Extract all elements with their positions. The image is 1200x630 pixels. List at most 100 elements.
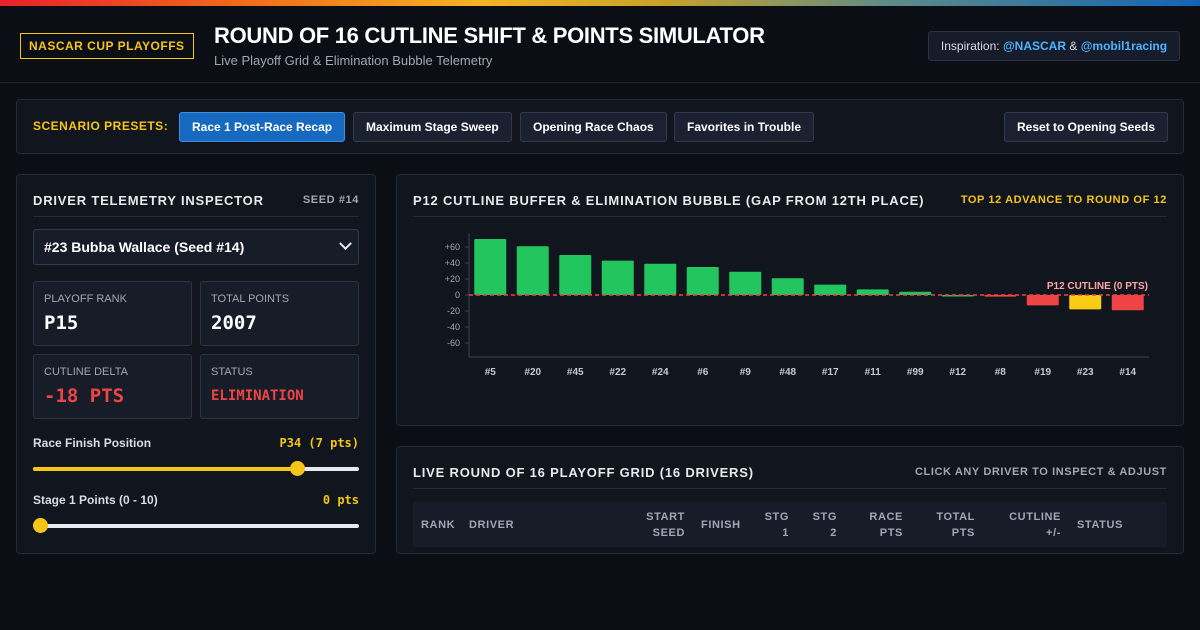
preset-opening-chaos-button[interactable]: Opening Race Chaos <box>520 112 667 142</box>
col-cutline[interactable]: CUTLINE +/- <box>1001 509 1061 541</box>
col-start-seed-line1: START <box>646 511 685 523</box>
chart-panel-title: P12 CUTLINE BUFFER & ELIMINATION BUBBLE … <box>413 193 925 208</box>
bar-car-99[interactable] <box>899 291 932 295</box>
stage1-points-slider[interactable] <box>33 518 359 533</box>
col-stage2-line1: STG <box>812 511 837 523</box>
bar-car-48[interactable] <box>771 278 804 295</box>
bar-car-20[interactable] <box>516 246 549 295</box>
cutline-label: P12 CUTLINE (0 PTS) <box>1047 281 1148 292</box>
stage1-slider-thumb[interactable] <box>33 518 48 533</box>
inspector-title: DRIVER TELEMETRY INSPECTOR <box>33 193 264 208</box>
preset-race1-recap-button[interactable]: Race 1 Post-Race Recap <box>179 112 346 142</box>
col-stage2-line2: 2 <box>830 527 837 539</box>
bar-car-14[interactable] <box>1111 295 1144 311</box>
x-tick-label: #24 <box>652 367 669 378</box>
stage1-points-value: 0 pts <box>322 493 359 507</box>
col-rank[interactable]: RANK <box>421 519 456 531</box>
playoff-rank-card: PLAYOFF RANK P15 <box>33 281 192 346</box>
col-stage1-line1: STG <box>764 511 789 523</box>
cutline-delta-card: CUTLINE DELTA -18 PTS <box>33 354 192 419</box>
playoff-rank-value: P15 <box>44 312 79 334</box>
bar-car-45[interactable] <box>559 255 592 295</box>
col-status[interactable]: STATUS <box>1077 519 1123 531</box>
bar-car-11[interactable] <box>856 289 889 295</box>
finish-slider-thumb[interactable] <box>290 461 306 476</box>
presets-label: SCENARIO PRESETS: <box>33 119 169 133</box>
y-tick-label: +40 <box>445 258 460 268</box>
x-tick-label: #8 <box>995 367 1007 378</box>
col-cutline-line1: CUTLINE <box>1009 511 1061 523</box>
x-tick-label: #45 <box>567 367 584 378</box>
mobil1-link[interactable]: @mobil1racing <box>1080 39 1168 53</box>
col-race-pts-line2: PTS <box>879 527 903 539</box>
x-tick-label: #20 <box>524 367 541 378</box>
page-title: ROUND OF 16 CUTLINE SHIFT & POINTS SIMUL… <box>214 23 765 48</box>
grid-panel-divider <box>413 488 1167 489</box>
finish-slider-fill <box>33 467 302 471</box>
col-stage2[interactable]: STG 2 <box>797 509 837 541</box>
bar-car-19[interactable] <box>1026 295 1059 306</box>
y-tick-label: 0 <box>455 290 460 300</box>
col-finish[interactable]: FINISH <box>701 519 741 531</box>
driver-inspector-panel: DRIVER TELEMETRY INSPECTOR SEED #14 #23 … <box>16 174 376 554</box>
bar-car-24[interactable] <box>644 263 677 295</box>
inspiration-label: Inspiration: <box>940 39 1000 53</box>
x-tick-label: #9 <box>740 367 752 378</box>
status-value: ELIMINATION <box>211 388 304 404</box>
y-tick-label: +20 <box>445 274 460 284</box>
inspiration-box: Inspiration: @NASCAR & @mobil1racing <box>928 31 1180 61</box>
col-race-pts-line1: RACE <box>869 511 903 523</box>
bar-car-17[interactable] <box>814 284 847 295</box>
x-tick-label: #17 <box>822 367 839 378</box>
driver-select[interactable]: #23 Bubba Wallace (Seed #14) <box>33 229 359 265</box>
playoff-rank-label: PLAYOFF RANK <box>44 293 127 305</box>
bar-car-22[interactable] <box>601 260 634 295</box>
total-points-label: TOTAL POINTS <box>211 293 290 305</box>
cutline-chart-panel: P12 CUTLINE BUFFER & ELIMINATION BUBBLE … <box>396 174 1184 426</box>
x-tick-label: #48 <box>779 367 796 378</box>
cutline-bar-chart: +60 +40 +20 0 -20 -40 -60 #5 #20 #45 #22 #24 #6 #9 #48… <box>445 233 1149 378</box>
col-total-pts[interactable]: TOTAL PTS <box>921 509 975 541</box>
finish-position-slider[interactable] <box>33 461 359 476</box>
status-card: STATUS ELIMINATION <box>200 354 359 419</box>
bar-car-6[interactable] <box>686 267 719 295</box>
inspiration-amp: & <box>1069 39 1078 53</box>
x-tick-label: #99 <box>907 367 924 378</box>
col-start-seed[interactable]: START SEED <box>635 509 685 541</box>
bar-car-12[interactable] <box>941 295 974 297</box>
scenario-presets-bar: SCENARIO PRESETS: Race 1 Post-Race Recap… <box>16 99 1184 154</box>
preset-stage-sweep-button[interactable]: Maximum Stage Sweep <box>353 112 512 142</box>
y-tick-label: -20 <box>447 306 460 316</box>
grid-panel-meta: CLICK ANY DRIVER TO INSPECT & ADJUST <box>914 466 1167 478</box>
col-stage1-line2: 1 <box>782 527 789 539</box>
status-label: STATUS <box>211 366 253 378</box>
col-race-pts[interactable]: RACE PTS <box>853 509 903 541</box>
preset-favorites-trouble-button[interactable]: Favorites in Trouble <box>674 112 815 142</box>
nascar-link[interactable]: @NASCAR <box>1002 39 1066 53</box>
col-stage1[interactable]: STG 1 <box>749 509 789 541</box>
inspector-divider <box>33 216 359 217</box>
grid-table-header: RANK DRIVER START SEED FINISH STG 1 STG … <box>413 502 1167 547</box>
playoffs-badge: NASCAR CUP PLAYOFFS <box>20 33 194 59</box>
x-tick-label: #22 <box>609 367 626 378</box>
x-tick-label: #19 <box>1034 367 1051 378</box>
playoff-grid-panel: LIVE ROUND OF 16 PLAYOFF GRID (16 DRIVER… <box>396 446 1184 554</box>
cutline-delta-label: CUTLINE DELTA <box>44 366 128 378</box>
x-tick-label: #5 <box>485 367 497 378</box>
x-tick-label: #14 <box>1119 367 1136 378</box>
chevron-down-icon <box>339 237 352 251</box>
bar-car-23[interactable] <box>1069 295 1102 310</box>
reset-seeds-button[interactable]: Reset to Opening Seeds <box>1004 112 1169 142</box>
chart-panel-meta: TOP 12 ADVANCE TO ROUND OF 12 <box>960 194 1167 206</box>
bar-car-9[interactable] <box>729 271 762 295</box>
x-tick-label: #12 <box>949 367 966 378</box>
brand-gradient-bar <box>0 0 1200 6</box>
bar-car-5[interactable] <box>474 239 507 295</box>
x-tick-label: #6 <box>697 367 709 378</box>
col-total-pts-line1: TOTAL <box>936 511 975 523</box>
total-points-value: 2007 <box>211 312 257 334</box>
cutline-delta-value: -18 PTS <box>44 385 125 407</box>
col-start-seed-line2: SEED <box>652 527 685 539</box>
col-total-pts-line2: PTS <box>951 527 975 539</box>
col-driver[interactable]: DRIVER <box>469 519 515 531</box>
